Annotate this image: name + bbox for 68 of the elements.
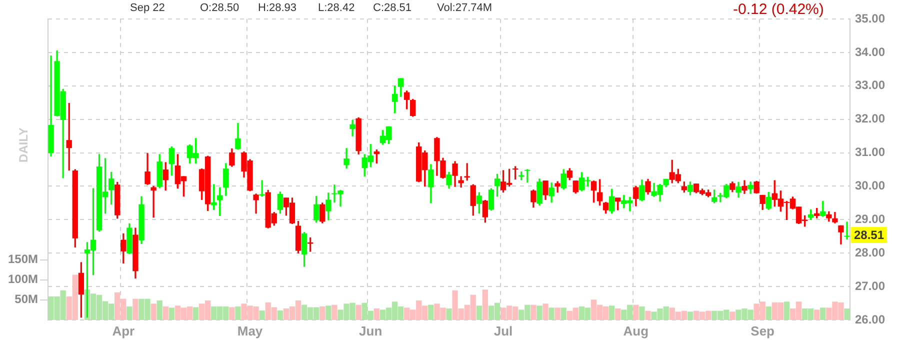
y-tick-label: 29.00 [855, 212, 886, 226]
bar [162, 306, 168, 320]
y-tick-label: 35.00 [855, 11, 886, 26]
bar [766, 306, 772, 320]
bar [356, 304, 362, 320]
bar [326, 306, 332, 320]
text: -0.12 (0.42%) [733, 1, 824, 18]
text: H:28.93 [258, 2, 297, 14]
bar [542, 304, 548, 320]
bar [374, 308, 380, 320]
y2-tick-label: 150M [8, 252, 38, 266]
bar [235, 306, 241, 320]
y-tick-label: 34.00 [855, 44, 886, 59]
text: Vol:27.74M [437, 2, 492, 14]
bar [608, 306, 615, 320]
x-tick-label: Aug [623, 323, 649, 338]
x-tick-label: Apr [112, 323, 135, 338]
x-tick-label: Jul [494, 323, 513, 338]
bar [530, 304, 536, 320]
y-tick-label: 28.00 [855, 245, 886, 260]
text: Sep 22 [130, 2, 165, 14]
bar [639, 306, 645, 320]
candlestick [458, 176, 464, 188]
bar [554, 308, 560, 320]
bar [645, 310, 651, 320]
bar [536, 306, 542, 320]
bar [615, 308, 621, 320]
bar [229, 307, 235, 320]
bar [814, 310, 820, 320]
y-tick-label: 26.00 [855, 312, 886, 326]
y-tick-label: 32.00 [855, 112, 886, 126]
bar [687, 312, 694, 320]
bar [446, 308, 452, 320]
y-tick-label: 30.00 [855, 178, 886, 193]
text: C:28.51 [373, 2, 412, 14]
y-tick-label: 31.00 [855, 145, 886, 160]
bar [844, 308, 850, 320]
x-tick-label: Sep [750, 323, 775, 338]
y2-tick-label: 100M [8, 272, 38, 286]
bar [277, 310, 283, 320]
text: O:28.50 [200, 2, 240, 14]
bar [428, 304, 434, 320]
bar [332, 304, 338, 320]
bar [820, 308, 826, 320]
bar [126, 306, 132, 320]
y2-tick-label: 50M [14, 292, 38, 306]
bar [132, 298, 138, 320]
bar [168, 308, 174, 320]
x-tick-label: May [237, 323, 264, 338]
bar [150, 304, 156, 320]
bar [482, 290, 488, 320]
annotation: 28.51 [851, 227, 888, 244]
bar [156, 300, 162, 320]
bar [730, 312, 736, 320]
bar [259, 310, 265, 320]
x-tick-label: Jun [359, 323, 382, 338]
y-tick-label: 33.00 [855, 78, 886, 92]
bar [560, 308, 566, 320]
bar [192, 307, 199, 320]
text: L:28.42 [318, 2, 355, 14]
bar [476, 306, 482, 320]
y-tick-label: 27.00 [855, 278, 886, 293]
bar [633, 304, 639, 320]
candlestick [844, 222, 850, 240]
candlestick [150, 186, 156, 218]
bar [784, 302, 790, 320]
bar [548, 308, 554, 320]
bar [320, 306, 326, 320]
